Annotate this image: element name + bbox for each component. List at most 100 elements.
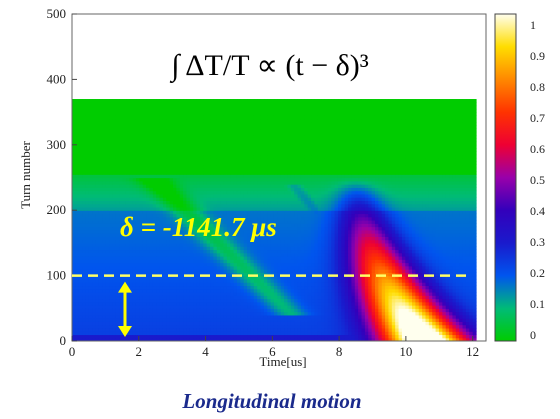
heatmap-cell	[294, 220, 299, 224]
heatmap-cell	[236, 314, 241, 319]
heatmap-cell	[455, 334, 460, 339]
heatmap-cell	[311, 308, 315, 313]
heatmap-cell	[243, 269, 248, 273]
heatmap-cell	[196, 285, 201, 290]
heatmap-cell	[445, 291, 450, 296]
heatmap-cell	[226, 239, 231, 244]
heatmap-cell	[105, 242, 110, 247]
heatmap-cell	[364, 301, 369, 306]
heatmap-cell	[415, 301, 420, 306]
heatmap-cell	[358, 216, 363, 221]
heatmap-cell	[334, 321, 339, 326]
heatmap-cell	[95, 233, 100, 237]
heatmap-cell	[193, 269, 198, 273]
heatmap-cell	[142, 255, 147, 260]
heatmap-cell	[371, 246, 376, 251]
heatmap-cell	[247, 324, 252, 329]
heatmap-cell	[220, 308, 225, 313]
heatmap-cell	[435, 301, 440, 306]
heatmap-cell	[115, 236, 120, 241]
heatmap-cell	[213, 327, 218, 332]
heatmap-cell	[213, 216, 218, 221]
heatmap-cell	[432, 213, 437, 218]
heatmap-cell	[344, 291, 349, 296]
heatmap-cell	[341, 233, 346, 237]
heatmap-cell	[250, 259, 255, 264]
heatmap-cell	[391, 242, 396, 247]
heatmap-cell	[284, 255, 289, 260]
heatmap-cell	[253, 305, 258, 309]
heatmap-cell	[199, 223, 204, 228]
heatmap-cell	[125, 229, 130, 234]
heatmap-cell	[257, 220, 262, 224]
heatmap-cell	[243, 246, 248, 251]
heatmap-cell	[243, 314, 248, 319]
heatmap-cell	[371, 285, 376, 290]
heatmap-cell	[173, 334, 177, 339]
heatmap-cell	[435, 288, 440, 293]
heatmap-cell	[398, 206, 403, 211]
heatmap-cell	[189, 305, 194, 309]
heatmap-cell	[220, 262, 225, 267]
heatmap-cell	[287, 327, 292, 332]
heatmap-cell	[334, 298, 339, 303]
heatmap-cell	[324, 269, 329, 273]
heatmap-cell	[166, 203, 171, 208]
heatmap-cell	[112, 265, 117, 270]
heatmap-cell	[257, 334, 262, 339]
heatmap-cell	[324, 311, 329, 316]
heatmap-cell	[273, 324, 278, 329]
heatmap-cell	[159, 331, 164, 336]
heatmap-cell	[331, 255, 336, 260]
heatmap-cell	[432, 288, 437, 293]
heatmap-cell	[149, 223, 154, 228]
heatmap-cell	[422, 233, 427, 237]
heatmap-cell	[307, 311, 312, 316]
heatmap-cell	[109, 288, 113, 293]
heatmap-cell	[189, 324, 194, 329]
heatmap-cell	[408, 220, 413, 224]
heatmap-cell	[250, 220, 255, 224]
heatmap-cell	[179, 321, 184, 326]
heatmap-cell	[284, 223, 289, 228]
heatmap-cell	[125, 210, 130, 215]
heatmap-cell	[418, 236, 423, 241]
heatmap-cell	[374, 324, 379, 329]
heatmap-cell	[82, 210, 87, 215]
heatmap-cell	[465, 223, 470, 228]
heatmap-cell	[459, 321, 464, 326]
heatmap-cell	[102, 262, 107, 267]
heatmap-cell	[452, 255, 457, 260]
heatmap-cell	[152, 331, 157, 336]
heatmap-cell	[263, 203, 268, 208]
heatmap-cell	[159, 275, 164, 280]
heatmap-cell	[203, 210, 208, 215]
heatmap-cell	[247, 269, 252, 273]
heatmap-cell	[193, 291, 198, 296]
heatmap-cell	[226, 337, 231, 341]
heatmap-cell	[78, 259, 83, 264]
heatmap-cell	[135, 314, 140, 319]
heatmap-cell	[263, 272, 268, 277]
heatmap-cell	[358, 308, 363, 313]
heatmap-cell	[189, 239, 194, 244]
heatmap-cell	[311, 213, 315, 218]
heatmap-cell	[75, 318, 80, 322]
heatmap-cell	[425, 278, 430, 283]
heatmap-cell	[280, 252, 285, 257]
heatmap-cell	[337, 334, 342, 339]
heatmap-cell	[465, 229, 470, 234]
heatmap-cell	[206, 203, 211, 208]
heatmap-cell	[88, 252, 93, 257]
heatmap-cell	[469, 282, 474, 287]
heatmap-cell	[401, 321, 406, 326]
heatmap-cell	[344, 321, 349, 326]
heatmap-cell	[445, 249, 450, 254]
heatmap-cell	[112, 334, 117, 339]
heatmap-cell	[361, 269, 366, 273]
heatmap-cell	[139, 252, 144, 257]
heatmap-cell	[166, 301, 171, 306]
heatmap-cell	[189, 288, 194, 293]
heatmap-cell	[105, 236, 110, 241]
heatmap-cell	[398, 337, 403, 341]
